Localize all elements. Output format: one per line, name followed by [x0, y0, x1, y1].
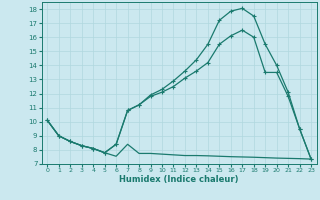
X-axis label: Humidex (Indice chaleur): Humidex (Indice chaleur)	[119, 175, 239, 184]
